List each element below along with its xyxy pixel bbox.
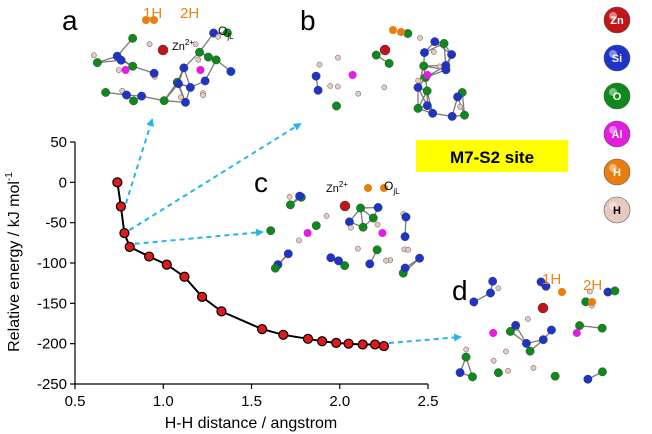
legend-atom-label: O (613, 91, 622, 103)
site-label-box (416, 140, 568, 172)
annotation-c-o: OjL (384, 179, 400, 196)
x-axis-title: H-H distance / angstrom (165, 415, 338, 432)
panel-label-c: c (254, 167, 268, 198)
y-tick-label: -50 (45, 215, 67, 232)
legend-item: Al (603, 120, 631, 148)
data-point (357, 339, 368, 350)
x-tick-label: 2.0 (329, 393, 350, 410)
data-point (369, 339, 381, 350)
structure-c-image (266, 184, 424, 278)
legend-atom-icon (603, 158, 631, 186)
annotation-a-1h: 1H (143, 5, 162, 22)
legend-item: O (603, 82, 631, 110)
legend-atom-highlight (609, 50, 617, 58)
x-tick-label: 1.0 (153, 393, 174, 410)
data-point (144, 251, 155, 262)
data-point (196, 291, 208, 302)
y-tick-label: -150 (37, 295, 67, 312)
annotation-a-zn: Zn2+ (172, 38, 194, 53)
y-tick-label: 0 (59, 174, 67, 191)
structure-d-image (455, 276, 620, 384)
data-point (302, 333, 314, 344)
y-tick-label: -100 (37, 255, 67, 272)
arrow-to-b (128, 122, 302, 232)
structure-b-image (311, 26, 469, 121)
y-tick-label: 50 (50, 134, 67, 151)
arrow-to-a (124, 118, 155, 204)
data-point (112, 177, 123, 188)
annotation-a-o: OjL (218, 24, 234, 41)
legend-atom-highlight (609, 202, 617, 210)
legend-atom-icon (603, 82, 631, 110)
arrow-to-c (134, 228, 264, 245)
site-label: M7-S2 site (450, 148, 534, 167)
legend-atom-highlight (609, 126, 617, 134)
data-point (317, 336, 328, 347)
panel-label-a: a (62, 5, 78, 36)
data-point (161, 259, 172, 270)
data-point (179, 271, 190, 282)
legend-item: Si (603, 44, 631, 72)
x-tick-label: 1.5 (241, 393, 262, 410)
y-tick-label: -200 (37, 336, 67, 353)
legend-atom-label: Si (612, 53, 622, 65)
legend-item: H (603, 196, 631, 224)
panel-label-b: b (300, 5, 316, 36)
data-point (119, 228, 130, 239)
energy-chart: 50 0 -50 -100 -150 -200 -250 0.5 1.0 1.5 2.0 2.5 H… (4, 134, 438, 432)
annotation-d-1h: 1H (542, 271, 561, 288)
structure-a-image (91, 16, 236, 107)
legend-atom-icon (603, 196, 631, 224)
data-point (256, 324, 268, 335)
data-points (112, 177, 389, 352)
legend-atom-label: Zn (610, 15, 624, 27)
legend-atom-label: H (613, 205, 621, 217)
x-tick-label: 0.5 (65, 393, 86, 410)
data-point (331, 337, 342, 348)
y-ticks: 50 0 -50 -100 -150 -200 -250 (37, 134, 75, 393)
panel-label-d: d (452, 275, 468, 306)
annotation-a-2h: 2H (180, 5, 199, 22)
element-legend: Zn Si O Al H H (603, 6, 631, 224)
data-point (216, 306, 227, 317)
x-ticks: 0.5 1.0 1.5 2.0 2.5 (65, 384, 439, 410)
legend-atom-label: Al (612, 129, 623, 141)
legend-atom-icon (603, 44, 631, 72)
legend-atom-highlight (609, 12, 617, 20)
x-tick-label: 2.5 (418, 393, 439, 410)
data-point (115, 201, 126, 212)
legend-item: H (603, 158, 631, 186)
data-point (278, 329, 289, 340)
legend-atom-label: H (613, 167, 621, 179)
y-axis-title: Relative energy / kJ mol-1 (4, 172, 23, 352)
annotation-c-zn: Zn2+ (326, 180, 348, 195)
data-point (343, 338, 354, 349)
annotation-d-2h: 2H (583, 277, 602, 294)
arrow-to-d (388, 333, 462, 345)
legend-atom-icon (603, 120, 631, 148)
legend-item: Zn (603, 6, 631, 34)
legend-atom-highlight (609, 164, 617, 172)
y-tick-label: -250 (37, 376, 67, 393)
data-point (124, 241, 135, 252)
legend-atom-icon (603, 6, 631, 34)
legend-atom-highlight (609, 88, 617, 96)
arrows (124, 118, 462, 345)
data-point (378, 340, 389, 352)
